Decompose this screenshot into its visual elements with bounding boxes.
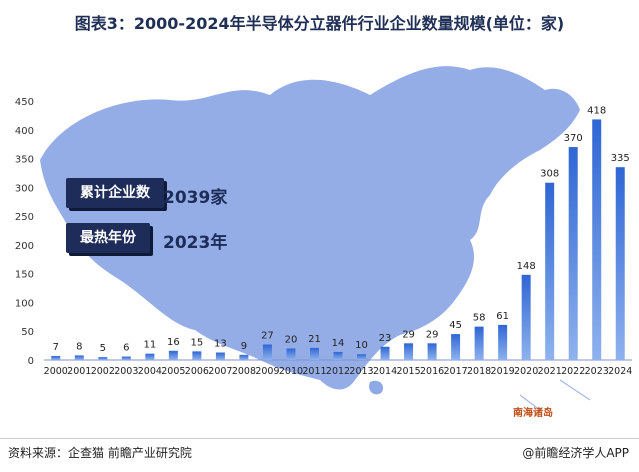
- bar-value-label: 370: [564, 133, 583, 144]
- y-tick-label: 0: [28, 356, 34, 367]
- bar: [592, 119, 602, 360]
- y-tick-label: 400: [15, 126, 34, 137]
- x-tick-label: 2001: [67, 366, 91, 377]
- y-tick-label: 300: [15, 183, 34, 194]
- x-tick-label: 2010: [279, 366, 303, 377]
- x-tick-label: 2024: [608, 366, 632, 377]
- bar: [333, 351, 343, 360]
- bar: [357, 354, 367, 360]
- bar: [404, 343, 414, 360]
- bar: [121, 356, 131, 360]
- bar: [380, 346, 390, 360]
- bar: [239, 354, 249, 360]
- bar-value-label: 7: [53, 342, 59, 353]
- bar-value-label: 45: [449, 320, 462, 331]
- x-tick-label: 2015: [396, 366, 420, 377]
- brand-credit: @前瞻经济学人APP: [522, 446, 629, 460]
- bar: [498, 324, 508, 360]
- chart-title: 图表3：2000-2024年半导体分立器件行业企业数量规模(单位：家): [74, 14, 565, 33]
- x-tick-label: 2008: [232, 366, 256, 377]
- bar-value-label: 20: [285, 334, 298, 345]
- callout-total-label: 累计企业数: [66, 178, 164, 208]
- x-tick-label: 2004: [138, 366, 162, 377]
- bar: [545, 182, 555, 360]
- x-tick-label: 2012: [326, 366, 350, 377]
- x-tick-label: 2023: [585, 366, 609, 377]
- callout-total-value: 2039家: [163, 188, 228, 208]
- x-tick-label: 2021: [538, 366, 562, 377]
- bar: [474, 326, 484, 360]
- bar-value-label: 335: [611, 153, 630, 164]
- x-tick-label: 2009: [255, 366, 279, 377]
- x-tick-label: 2003: [114, 366, 138, 377]
- bar-value-label: 15: [191, 337, 204, 348]
- bar: [192, 351, 202, 360]
- y-tick-label: 100: [15, 298, 34, 309]
- bar-value-label: 13: [214, 339, 227, 350]
- x-tick-label: 2019: [491, 366, 515, 377]
- bar: [262, 344, 272, 360]
- y-tick-label: 50: [21, 327, 34, 338]
- x-tick-label: 2005: [161, 366, 185, 377]
- bar-value-label: 29: [426, 329, 439, 340]
- bar: [168, 350, 178, 360]
- bar: [145, 353, 155, 360]
- bar: [286, 348, 296, 360]
- bar: [568, 147, 578, 360]
- bar: [451, 334, 461, 360]
- bar-value-label: 29: [402, 329, 415, 340]
- y-tick-label: 150: [15, 270, 34, 281]
- bar-value-label: 16: [167, 337, 180, 348]
- x-tick-label: 2016: [420, 366, 444, 377]
- bar-value-label: 27: [261, 330, 274, 341]
- bar-value-label: 10: [355, 340, 368, 351]
- bar: [98, 357, 108, 360]
- source-note: 资料来源：企查猫 前瞻产业研究院: [8, 446, 192, 460]
- bar-value-label: 9: [241, 341, 247, 352]
- bar: [521, 274, 531, 360]
- bar-value-label: 6: [123, 343, 129, 354]
- x-tick-label: 2013: [349, 366, 373, 377]
- bar: [51, 355, 61, 360]
- x-tick-label: 2018: [467, 366, 491, 377]
- footer-divider: [0, 438, 639, 439]
- bar-value-label: 58: [473, 313, 486, 324]
- x-tick-label: 2014: [373, 366, 397, 377]
- y-tick-label: 250: [15, 212, 34, 223]
- callout-hottest-value: 2023年: [163, 233, 228, 253]
- bar: [215, 352, 225, 360]
- bar: [309, 347, 319, 360]
- bar: [74, 355, 84, 360]
- x-tick-label: 2000: [44, 366, 68, 377]
- x-tick-label: 2011: [302, 366, 326, 377]
- x-tick-label: 2006: [185, 366, 209, 377]
- bar-value-label: 21: [308, 334, 321, 345]
- bar: [615, 167, 625, 360]
- bar-value-label: 11: [143, 340, 156, 351]
- y-tick-label: 200: [15, 241, 34, 252]
- bar-value-label: 8: [76, 341, 82, 352]
- callout-hottest-label: 最热年份: [66, 223, 150, 253]
- bar: [427, 343, 437, 360]
- south-china-sea-label: 南海诸岛: [513, 408, 553, 419]
- y-tick-label: 450: [15, 97, 34, 108]
- x-tick-label: 2002: [91, 366, 115, 377]
- bar-value-label: 148: [517, 261, 536, 272]
- x-tick-label: 2007: [208, 366, 232, 377]
- bar-value-label: 23: [379, 333, 392, 344]
- bar-value-label: 61: [496, 311, 509, 322]
- bar-value-label: 308: [540, 169, 559, 180]
- x-tick-label: 2020: [514, 366, 538, 377]
- bar-value-label: 14: [332, 338, 345, 349]
- bar-value-label: 418: [587, 105, 606, 116]
- x-tick-label: 2017: [444, 366, 468, 377]
- bar-value-label: 5: [100, 343, 106, 354]
- x-tick-label: 2022: [561, 366, 585, 377]
- y-tick-label: 350: [15, 155, 34, 166]
